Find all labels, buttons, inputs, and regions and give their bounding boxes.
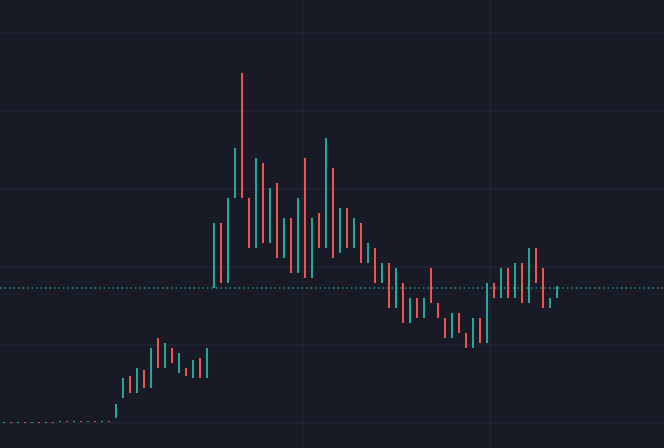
candle: [254, 158, 257, 248]
candle: [135, 368, 138, 393]
candle: [212, 223, 215, 288]
candle: [86, 421, 89, 422]
candle: [338, 208, 341, 253]
candle: [65, 421, 68, 422]
candle: [556, 286, 559, 298]
candle: [282, 218, 285, 258]
candle: [296, 198, 299, 273]
candle: [261, 163, 264, 243]
candle: [121, 378, 124, 398]
candle: [451, 313, 453, 338]
candle: [191, 360, 194, 378]
candle: [472, 318, 474, 348]
candle: [268, 188, 271, 243]
candle: [93, 421, 96, 422]
candle: [30, 422, 33, 423]
candle: [416, 298, 418, 318]
candle: [437, 303, 439, 318]
candle: [16, 422, 19, 423]
candle: [149, 348, 152, 388]
candle: [507, 268, 510, 298]
candle: [177, 353, 180, 373]
candle: [23, 422, 26, 423]
candle: [423, 298, 425, 318]
candle: [324, 138, 327, 248]
candle: [289, 218, 292, 273]
candle: [352, 218, 355, 248]
candle: [366, 243, 369, 263]
candle: [479, 318, 482, 343]
candle: [219, 223, 222, 283]
candle: [163, 343, 166, 368]
candle: [233, 148, 236, 198]
candle: [430, 268, 432, 303]
candle: [401, 283, 404, 323]
candle: [247, 198, 250, 248]
candle: [114, 404, 117, 418]
candle: [317, 213, 320, 248]
candle: [493, 283, 496, 298]
candle: [226, 198, 229, 283]
candle: [373, 248, 376, 283]
candle: [205, 348, 208, 378]
candle: [345, 208, 348, 248]
candle: [9, 422, 12, 423]
candle: [310, 218, 313, 278]
candle: [72, 421, 75, 422]
candle: [2, 422, 5, 423]
candle: [142, 370, 145, 388]
candle: [170, 348, 173, 363]
candle: [240, 73, 243, 198]
candle: [275, 183, 278, 258]
candle: [107, 421, 110, 422]
candle: [198, 358, 201, 378]
candle: [380, 263, 383, 283]
candle: [51, 422, 54, 423]
candle: [444, 318, 446, 338]
candle: [542, 268, 545, 308]
candle: [387, 263, 390, 308]
candle: [128, 376, 131, 393]
candle: [303, 158, 306, 278]
candle: [465, 333, 467, 348]
candle: [79, 421, 82, 422]
candle: [535, 248, 538, 283]
candle: [331, 168, 334, 258]
candle: [458, 313, 460, 333]
candle: [184, 368, 187, 376]
candle: [58, 421, 61, 422]
candle: [500, 268, 503, 298]
candle: [486, 283, 489, 343]
candle: [37, 422, 40, 423]
candle: [156, 338, 159, 368]
candle: [409, 298, 411, 323]
candle: [100, 421, 103, 422]
candle: [549, 298, 552, 308]
candle: [521, 263, 524, 303]
candle: [44, 422, 47, 423]
candle: [514, 263, 517, 298]
candle: [528, 248, 531, 303]
candle: [359, 223, 362, 263]
